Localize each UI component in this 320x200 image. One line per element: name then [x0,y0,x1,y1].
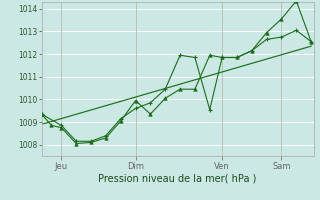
X-axis label: Pression niveau de la mer( hPa ): Pression niveau de la mer( hPa ) [99,173,257,183]
